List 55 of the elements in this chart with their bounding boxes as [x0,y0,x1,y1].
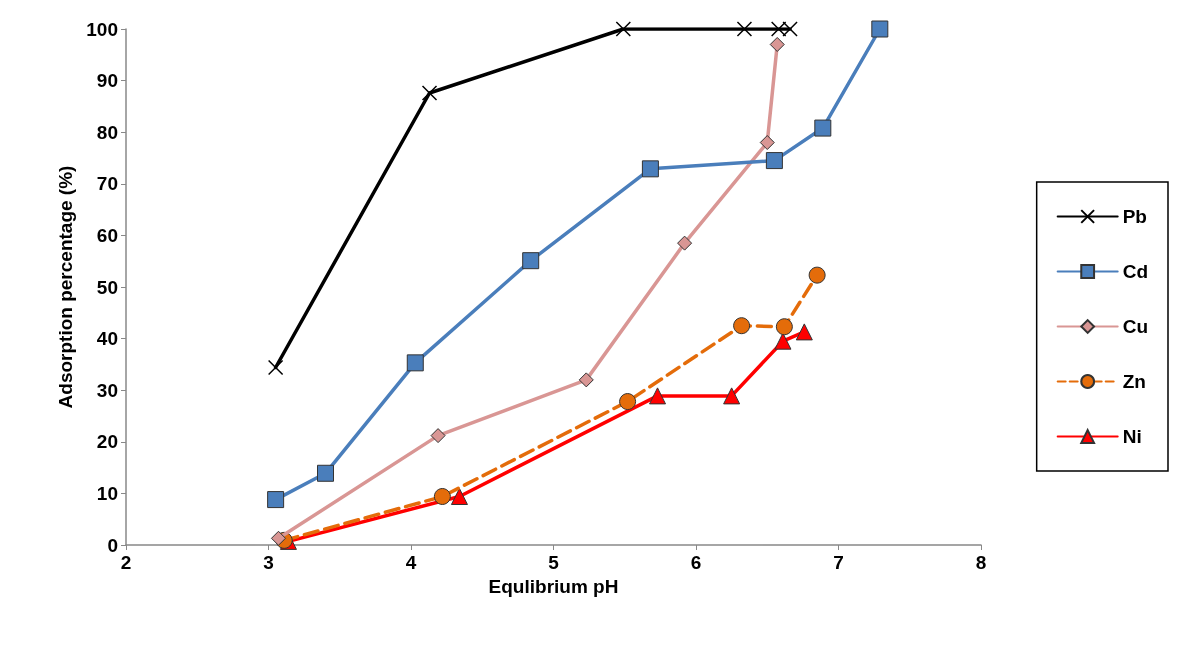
point [774,332,792,350]
point [769,36,785,52]
point [770,21,787,37]
y-tick-label: 30 [96,379,118,401]
x-tick-label: 7 [833,552,844,573]
point [733,317,751,335]
x-tick-label: 2 [120,552,132,573]
point [267,359,284,376]
point [421,85,438,101]
point [615,21,632,37]
point [430,428,446,444]
point [406,354,424,372]
y-tick-label: 20 [96,431,118,453]
point [736,21,753,37]
y-tick-label: 100 [86,18,118,40]
point [433,488,451,505]
point [649,387,667,405]
y-tick-label: 40 [96,328,118,350]
point [795,323,813,341]
y-tick-label: 0 [107,534,118,556]
legend-label: Cu [1122,316,1148,337]
point [641,160,659,178]
legend-label: Pb [1122,206,1147,227]
x-axis-title: Equlibrium pH [488,575,619,597]
point [723,387,741,405]
point [677,235,693,251]
x-tick-label: 8 [975,552,987,573]
point [871,20,889,38]
point [765,152,783,170]
y-tick-label: 70 [96,173,118,195]
x-tick-label: 4 [405,552,417,573]
y-tick-label: 80 [96,121,118,143]
y-tick-label: 60 [96,224,118,246]
point [317,464,334,482]
x-tick-label: 5 [548,552,560,573]
y-axis-title: Adsorption percentage (%) [55,165,77,409]
x-tick-label: 3 [263,552,274,573]
x-tick-label: 6 [690,552,702,573]
legend-label: Zn [1122,371,1146,392]
point [775,318,793,336]
y-tick-label: 10 [96,482,118,504]
point [267,491,285,509]
point [522,252,540,270]
point [619,393,637,411]
point [814,119,832,137]
point [578,372,594,388]
point [450,488,468,505]
point [782,21,798,37]
point [759,135,775,151]
legend-label: Ni [1122,426,1142,447]
y-tick-label: 50 [96,276,118,298]
point [270,530,286,546]
legend-label: Cd [1122,261,1148,282]
y-tick-label: 90 [96,70,118,92]
point [808,266,826,284]
